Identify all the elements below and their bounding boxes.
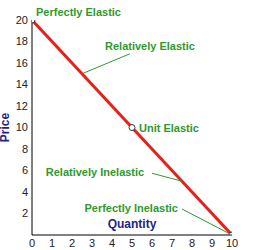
svg-text:9: 9: [209, 237, 215, 249]
svg-text:6: 6: [149, 237, 155, 249]
svg-text:12: 12: [16, 100, 28, 112]
svg-text:14: 14: [16, 78, 28, 90]
svg-text:5: 5: [129, 237, 135, 249]
svg-text:8: 8: [22, 143, 28, 155]
svg-text:10: 10: [16, 121, 28, 133]
svg-text:Perfectly Inelastic: Perfectly Inelastic: [84, 202, 178, 214]
svg-text:Perfectly Elastic: Perfectly Elastic: [36, 6, 121, 18]
svg-text:Quantity: Quantity: [108, 217, 157, 231]
svg-text:10: 10: [226, 237, 238, 249]
svg-text:0: 0: [29, 237, 35, 249]
svg-text:1: 1: [49, 237, 55, 249]
svg-text:18: 18: [16, 35, 28, 47]
svg-text:Unit Elastic: Unit Elastic: [139, 122, 199, 134]
svg-text:7: 7: [169, 237, 175, 249]
svg-text:8: 8: [189, 237, 195, 249]
svg-text:6: 6: [22, 164, 28, 176]
svg-text:Relatively Elastic: Relatively Elastic: [105, 40, 195, 52]
svg-text:16: 16: [16, 57, 28, 69]
svg-text:2: 2: [22, 207, 28, 219]
svg-text:2: 2: [69, 237, 75, 249]
svg-text:3: 3: [89, 237, 95, 249]
svg-text:20: 20: [16, 14, 28, 26]
svg-text:Relatively Inelastic: Relatively Inelastic: [46, 166, 144, 178]
svg-text:4: 4: [109, 237, 115, 249]
svg-text:Price: Price: [8, 112, 12, 142]
svg-text:4: 4: [22, 186, 28, 198]
